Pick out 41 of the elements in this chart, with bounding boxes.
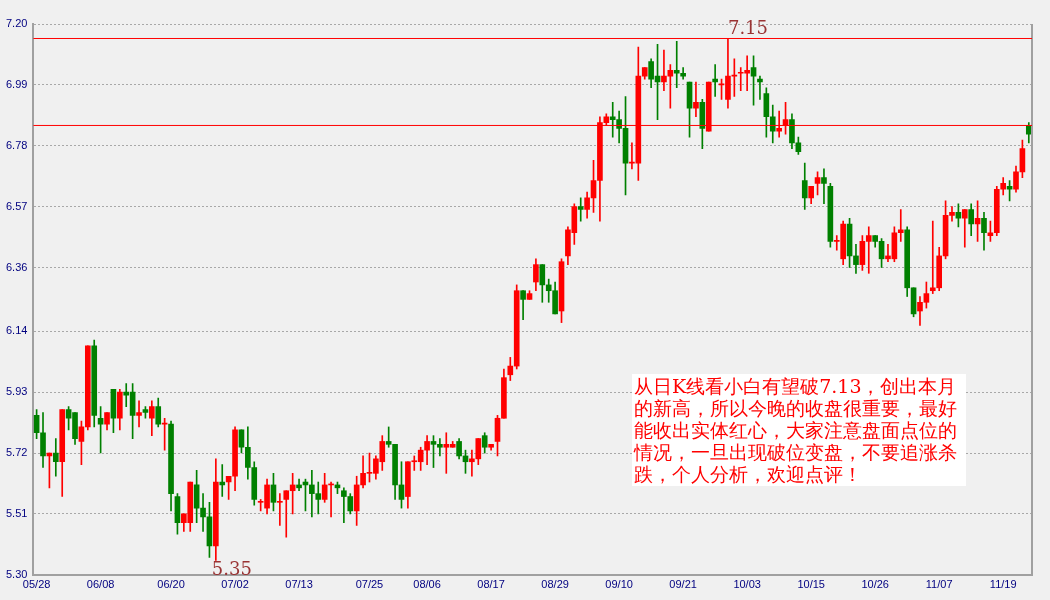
candlestick: [136, 400, 142, 428]
y-tick-label: 6.78: [5, 138, 28, 151]
candlestick: [277, 493, 283, 526]
x-tick-label: 05/28: [22, 578, 51, 591]
x-tick-label: 11/19: [989, 578, 1017, 591]
candlestick: [296, 478, 302, 492]
annotation: 5.35: [211, 557, 252, 579]
x-tick-label: 09/10: [605, 578, 633, 591]
y-tick-label: 5.72: [5, 446, 28, 459]
x-tick-label: 10/26: [861, 578, 889, 591]
x-tick-label: 06/08: [86, 578, 115, 591]
candlestick: [961, 209, 968, 248]
y-tick-label: 6.99: [5, 77, 28, 90]
y-tick-label: 6.57: [5, 199, 28, 212]
candlestick: [577, 197, 584, 222]
x-tick-label: 10/15: [797, 578, 825, 591]
y-tick-label: 6.36: [5, 260, 28, 273]
y-tick-label: 5.51: [5, 506, 28, 519]
x-tick-label: 10/03: [733, 578, 761, 591]
x-tick-label: 06/20: [157, 578, 185, 591]
x-tick-label: 07/02: [221, 578, 249, 591]
annotation: 从日K线看小白有望破7.13，创出本月的新高，所以今晚的收盘很重要，最好能收出实体红心，大家注意盘面点位的情况，一旦出现破位变盘，不要追涨杀跌，个人分析，欢迎点评！: [632, 374, 966, 486]
candlestick: [219, 464, 226, 497]
x-tick-label: 08/17: [477, 578, 505, 591]
y-tick-label: 5.93: [5, 385, 28, 398]
y-tick-label: 7.20: [5, 17, 28, 30]
x-tick-label: 08/06: [413, 578, 441, 591]
x-tick-label: 07/13: [285, 578, 313, 591]
candlestick: [757, 75, 763, 100]
x-tick-label: 07/25: [355, 578, 384, 591]
y-tick-label: 6.14: [5, 324, 28, 337]
x-tick-label: 09/21: [669, 578, 697, 591]
x-tick-label: 08/29: [541, 578, 569, 591]
candlestick: [52, 438, 59, 477]
ref-line-label: 7.15: [727, 17, 769, 39]
x-tick-label: 11/07: [925, 578, 953, 591]
candlestick: [821, 168, 827, 205]
y-tick-label: 5.30: [5, 567, 28, 580]
candlestick: [712, 64, 718, 97]
candlestick: [693, 81, 699, 118]
candlestick: [469, 449, 475, 477]
